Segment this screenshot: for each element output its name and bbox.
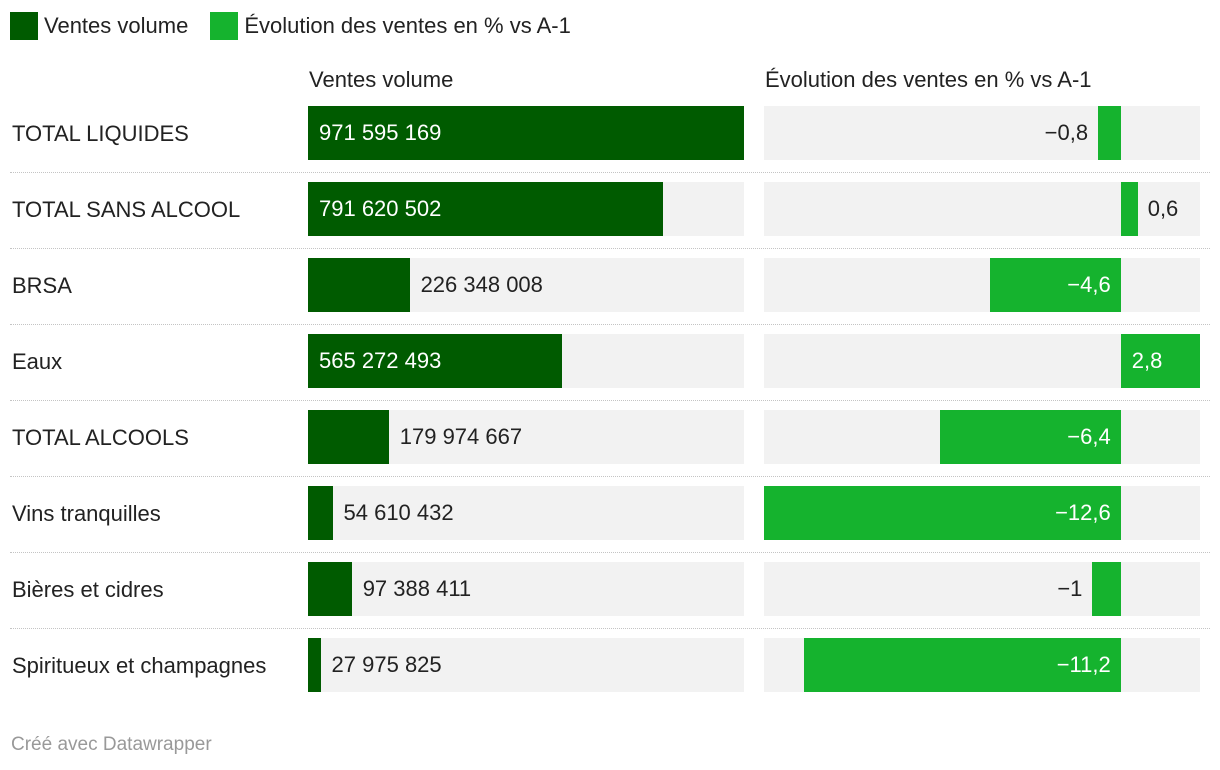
evolution-track-brsa: −4,6 [764,258,1200,312]
evolution-track-bieres-et-cidres: −1 [764,562,1200,616]
evolution-value-total-sans-alcool: 0,6 [1147,196,1179,221]
row-vins-tranquilles: Vins tranquilles 54 610 432 −12,6 [0,476,1220,552]
evolution-value-brsa: −4,6 [1067,272,1111,297]
evolution-value-bieres-et-cidres: −1 [1057,576,1083,601]
row-label-vins-tranquilles: Vins tranquilles [12,501,161,526]
volume-track-bieres-et-cidres: 97 388 411 [308,562,744,616]
volume-value-total-sans-alcool: 791 620 502 [319,196,442,221]
row-label-total-liquides: TOTAL LIQUIDES [12,121,189,146]
row-separator [10,400,1210,401]
evolution-bar-total-liquides [1098,106,1121,160]
row-label-total-sans-alcool: TOTAL SANS ALCOOL [12,197,241,222]
row-separator [10,476,1210,477]
evolution-bar-bieres-et-cidres [1092,562,1121,616]
volume-value-total-liquides: 971 595 169 [319,120,442,145]
evolution-value-vins-tranquilles: −12,6 [1055,500,1111,525]
volume-bar-vins-tranquilles [308,486,333,540]
volume-value-bieres-et-cidres: 97 388 411 [362,576,472,601]
row-label-brsa: BRSA [12,273,72,298]
evolution-track-eaux: 2,8 [764,334,1200,388]
column-header-evolution: Évolution des ventes en % vs A-1 [765,67,1092,92]
row-label-bieres-et-cidres: Bières et cidres [12,577,164,602]
volume-track-spiritueux-et-champagnes: 27 975 825 [308,638,744,692]
row-separator [10,248,1210,249]
evolution-bar-spiritueux-et-champagnes [803,638,1121,692]
row-total-alcools: TOTAL ALCOOLS 179 974 667 −6,4 [0,400,1220,476]
volume-track-total-sans-alcool: 791 620 502 [308,182,744,236]
row-label-spiritueux-et-champagnes: Spiritueux et champagnes [12,653,267,678]
volume-bar-total-sans-alcool [308,182,664,236]
volume-track-vins-tranquilles: 54 610 432 [308,486,744,540]
row-spiritueux-et-champagnes: Spiritueux et champagnes 27 975 825 −11,2 [0,628,1220,704]
evolution-bar-total-sans-alcool [1120,182,1138,236]
evolution-value-total-liquides: −0,8 [1044,120,1089,145]
evolution-track-total-alcools: −6,4 [764,410,1200,464]
legend-label-evolution: Évolution des ventes en % vs A-1 [244,13,571,38]
row-label-total-alcools: TOTAL ALCOOLS [12,425,189,450]
volume-bar-total-liquides [308,106,744,160]
evolution-track-spiritueux-et-champagnes: −11,2 [764,638,1200,692]
row-eaux: Eaux 565 272 493 2,8 [0,324,1220,400]
volume-bar-spiritueux-et-champagnes [308,638,321,692]
evolution-value-spiritueux-et-champagnes: −11,2 [1056,652,1111,677]
volume-bar-total-alcools [308,410,389,464]
column-header-ventes-volume: Ventes volume [309,67,454,92]
volume-track-brsa: 226 348 008 [308,258,744,312]
volume-value-vins-tranquilles: 54 610 432 [343,500,454,525]
evolution-bar-brsa [990,258,1121,312]
evolution-bar-vins-tranquilles [764,486,1121,540]
legend: Ventes volume Évolution des ventes en % … [10,10,593,42]
row-bieres-et-cidres: Bières et cidres 97 388 411 −1 [0,552,1220,628]
legend-item-evolution: Évolution des ventes en % vs A-1 [210,12,571,40]
volume-value-brsa: 226 348 008 [420,272,543,297]
evolution-track-total-liquides: −0,8 [764,106,1200,160]
volume-track-total-liquides: 971 595 169 [308,106,744,160]
volume-value-total-alcools: 179 974 667 [399,424,523,449]
legend-label-ventes-volume: Ventes volume [44,13,189,38]
volume-bar-eaux [308,334,562,388]
evolution-bar-eaux [1120,334,1200,388]
legend-item-ventes-volume: Ventes volume [10,12,188,40]
row-total-liquides: TOTAL LIQUIDES 971 595 169 −0,8 [0,96,1220,172]
volume-value-eaux: 565 272 493 [319,348,442,373]
evolution-track-vins-tranquilles: −12,6 [764,486,1200,540]
row-separator [10,552,1210,553]
volume-value-spiritueux-et-champagnes: 27 975 825 [331,652,442,677]
evolution-value-total-alcools: −6,4 [1067,424,1111,449]
row-separator [10,172,1210,173]
legend-swatch-evolution [210,12,239,40]
row-separator [10,324,1210,325]
volume-bar-brsa [308,258,410,312]
row-label-eaux: Eaux [12,349,63,374]
row-brsa: BRSA 226 348 008 −4,6 [0,248,1220,324]
row-separator [10,628,1210,629]
volume-bar-bieres-et-cidres [308,562,352,616]
volume-track-eaux: 565 272 493 [308,334,744,388]
credit-text: Créé avec Datawrapper [11,734,212,755]
evolution-value-eaux: 2,8 [1131,348,1163,373]
row-total-sans-alcool: TOTAL SANS ALCOOL 791 620 502 0,6 [0,172,1220,248]
evolution-bar-total-alcools [939,410,1121,464]
volume-track-total-alcools: 179 974 667 [308,410,744,464]
evolution-track-total-sans-alcool: 0,6 [764,182,1200,236]
legend-swatch-ventes-volume [10,12,38,40]
